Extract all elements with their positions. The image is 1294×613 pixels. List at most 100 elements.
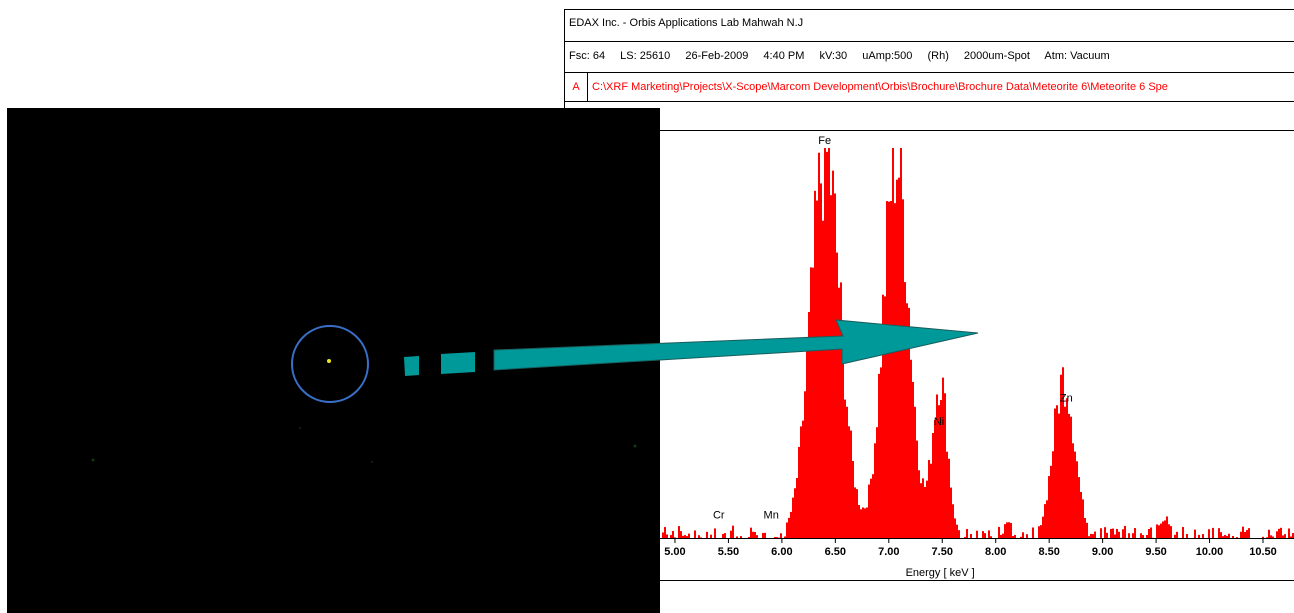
spectrum-bar: [810, 267, 812, 538]
spectrum-bar: [1186, 533, 1188, 538]
param-time: 4:40 PM: [763, 50, 805, 62]
spectrum-bar: [1262, 536, 1264, 538]
spectrum-bar: [1182, 526, 1184, 538]
spectrum-bar: [818, 152, 820, 538]
spectrum-bar: [1062, 367, 1064, 538]
param-kv: kV:30: [819, 50, 848, 62]
spectrum-bar: [672, 531, 674, 538]
spectrum-bar: [706, 531, 708, 538]
spectrum-bar: [698, 535, 700, 538]
spectrum-bar: [920, 483, 922, 538]
spectrum-bar: [1044, 504, 1046, 538]
spectrum-bar: [678, 526, 680, 538]
param-uamp: uAmp:500: [862, 50, 913, 62]
spectrum-bar: [1282, 535, 1284, 538]
tick-label: 9.00: [1092, 546, 1113, 558]
spectrum-bar: [984, 533, 986, 538]
param-atm: Atm: Vacuum: [1044, 50, 1110, 62]
spectrum-bar: [914, 406, 916, 538]
spectrum-bar: [662, 532, 664, 538]
spectrum-bar: [1166, 516, 1168, 538]
spectrum-bar: [908, 307, 910, 538]
spectrum-bar: [786, 522, 788, 538]
spectrum-bar: [1116, 528, 1118, 538]
spectrum-bar: [666, 534, 668, 538]
spectrum-bar: [922, 478, 924, 538]
spectrum-bar: [912, 381, 914, 538]
spectrum-bar: [850, 430, 852, 538]
spectrum-bar: [932, 432, 934, 538]
spectrum-bar: [1080, 491, 1082, 538]
spectrum-bar: [754, 531, 756, 538]
spectrum-bar: [936, 394, 938, 538]
spectrum-bar: [1202, 534, 1204, 538]
spectrum-bar: [680, 531, 682, 538]
spectrum-bar: [1082, 499, 1084, 538]
spectrum-bar: [724, 533, 726, 538]
spectrum-bar: [890, 200, 892, 538]
spectrum-bar: [942, 377, 944, 538]
spectrum-bar: [1006, 522, 1008, 538]
spectrum-bar: [732, 525, 734, 538]
spectrum-bar: [1276, 531, 1278, 538]
spectrum-bar: [1236, 537, 1238, 538]
spectrum-bar: [1010, 522, 1012, 538]
spectrum-bar: [900, 148, 902, 538]
tick-label: 5.00: [664, 546, 685, 558]
sample-image: [7, 108, 660, 613]
spectrum-bar: [1240, 531, 1242, 538]
spectrum-bar: [1268, 529, 1270, 538]
spectrum-bar: [1164, 520, 1166, 538]
spectrum-bar: [1132, 533, 1134, 538]
spectrum-bar: [1278, 528, 1280, 538]
spectrum-bar: [784, 536, 786, 538]
spectrum-bar: [862, 507, 864, 538]
spectrum-bar: [1054, 408, 1056, 538]
file-path-row: A C:\XRF Marketing\Projects\X-Scope\Marco…: [565, 73, 1294, 102]
spectrum-bar: [934, 419, 936, 538]
spectrum-bar: [1060, 374, 1062, 538]
spectrum-bar: [780, 533, 782, 538]
spectrum-bar: [700, 537, 702, 538]
spectrum-bar: [790, 511, 792, 538]
spectrum-bar: [970, 533, 972, 538]
spectrum-bar: [796, 478, 798, 538]
spectrum-bar: [1290, 536, 1292, 538]
spectrum-bar: [1220, 532, 1222, 538]
acquisition-params: Fsc: 64 LS: 25610 26-Feb-2009 4:40 PM kV…: [565, 41, 1294, 73]
spectrum-bar: [938, 405, 940, 538]
spectrum-bar: [836, 252, 838, 538]
spectrum-bar: [1058, 413, 1060, 538]
spectrum-bar: [1146, 534, 1148, 538]
spectrum-bar: [956, 524, 958, 538]
spectrum-bar: [1092, 534, 1094, 538]
spectrum-bar: [940, 400, 942, 538]
tick-label: 6.00: [771, 546, 792, 558]
spectrum-bar: [730, 530, 732, 538]
spectrum-bar: [894, 203, 896, 539]
file-tag: A: [565, 73, 588, 101]
spectrum-bar: [1026, 534, 1028, 538]
spectrum-bar: [1244, 531, 1246, 538]
spectrum-bar: [1088, 536, 1090, 538]
tick-label: 5.50: [718, 546, 739, 558]
spectrum-bar: [1218, 528, 1220, 538]
spectrum-bar: [1066, 398, 1068, 538]
spectrum-bar: [976, 530, 978, 538]
spectrum-bar: [1280, 527, 1282, 538]
spectrum-bar: [1086, 522, 1088, 538]
spectrum-bar: [1272, 536, 1274, 538]
spectrum-bar: [1014, 534, 1016, 538]
spectrum-bar: [670, 535, 672, 538]
spectrum-bar: [1070, 416, 1072, 538]
spectrum-bar: [1228, 533, 1230, 538]
spectrum-bar: [740, 536, 742, 538]
spectrum-bar: [886, 201, 888, 538]
spectrum-bar: [878, 373, 880, 538]
spectrum-bar: [710, 534, 712, 538]
param-spot: 2000um-Spot: [963, 50, 1030, 62]
spectrum-bar: [1176, 531, 1178, 538]
spectrum-bar: [1008, 522, 1010, 538]
spectrum-bar: [966, 528, 968, 538]
spectrum-bar: [1106, 532, 1108, 538]
